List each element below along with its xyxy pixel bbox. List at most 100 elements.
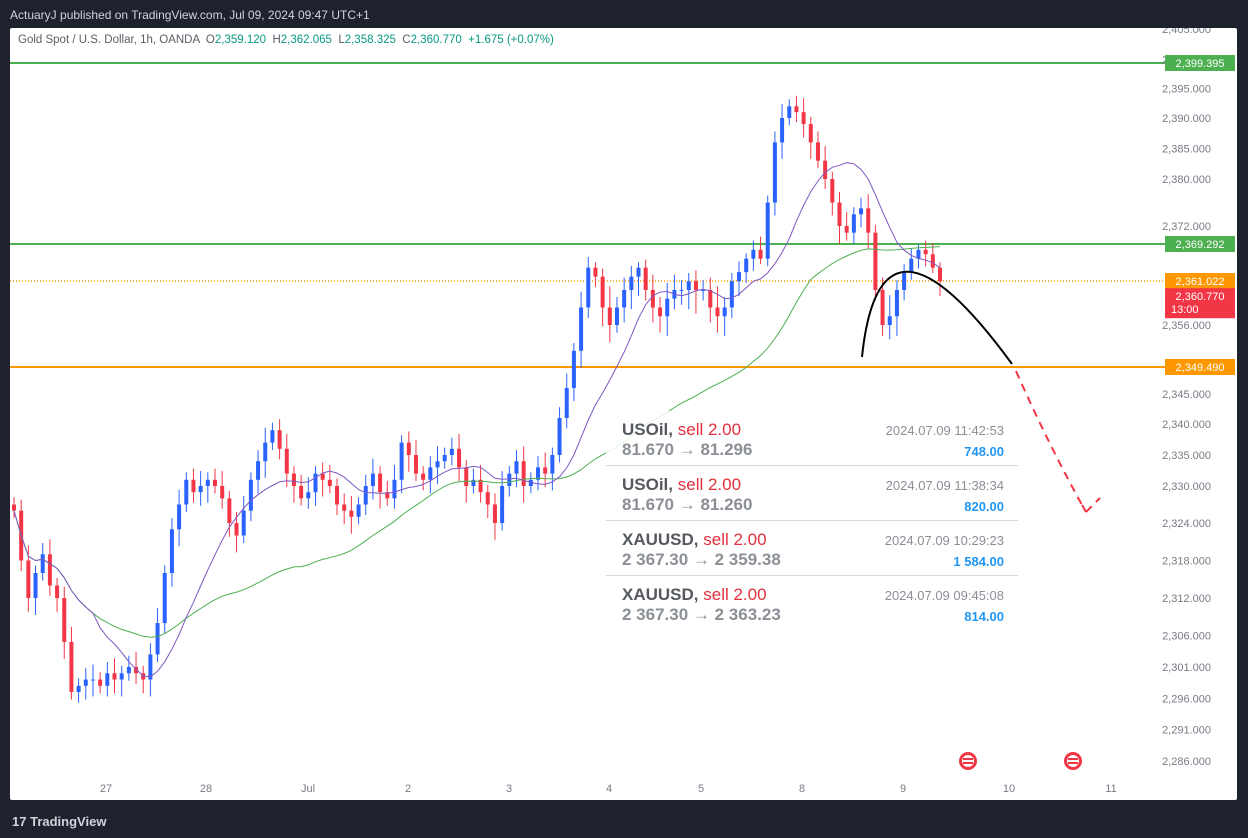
publisher-line: ActuaryJ published on TradingView.com, J… [10, 8, 370, 22]
candle-body [327, 479, 332, 486]
candle-body [270, 430, 275, 443]
x-tick-label: 2 [405, 783, 411, 795]
y-tick-label: 2,335.000 [1162, 450, 1211, 462]
countdown-label: 13:00 [1171, 304, 1199, 316]
candle-body [571, 350, 576, 388]
ma-slow-line [13, 246, 941, 638]
candle-body [579, 307, 584, 351]
candle-body [457, 448, 462, 468]
candle-body [629, 276, 634, 290]
candle-body [794, 106, 799, 113]
tradingview-logo[interactable]: 17 TradingView [12, 814, 106, 829]
projection-arc [861, 270, 1013, 365]
candle-body [399, 442, 404, 480]
candle-body [607, 307, 612, 325]
economic-event-icon-2[interactable] [1064, 752, 1082, 770]
candle-body [622, 289, 627, 308]
x-tick-label: 4 [606, 783, 612, 795]
candle-body [284, 448, 289, 474]
candle-body [69, 641, 74, 693]
candle-body [335, 486, 340, 505]
y-tick-label: 2,405.000 [1162, 28, 1211, 36]
economic-event-icon-1[interactable] [959, 752, 977, 770]
candle-body [715, 307, 720, 317]
candle-body [930, 254, 935, 268]
candle-body [636, 267, 641, 277]
trade-time: 2024.07.09 10:29:23 [884, 533, 1004, 548]
open-value: 2,359.120 [214, 34, 267, 46]
candle-body [543, 467, 548, 474]
high-value: 2,362.065 [280, 34, 332, 46]
candle-body [363, 486, 368, 505]
candle-body [406, 442, 411, 455]
candle-body [299, 486, 304, 499]
high-label: H [272, 34, 281, 46]
candle-body [701, 289, 706, 291]
price-chart[interactable]: 2,405.0002,400.0002,395.0002,390.0002,38… [10, 28, 1237, 800]
candle-body [184, 479, 189, 505]
candle-body [708, 289, 713, 308]
candle-body [873, 232, 878, 290]
x-tick-label: 27 [100, 783, 112, 795]
candle-body [887, 316, 892, 325]
candle-body [119, 673, 124, 680]
candle-body [112, 673, 117, 680]
candle-body [392, 479, 397, 499]
trade-side: sell 2.00 [703, 585, 767, 604]
candle-body [593, 267, 598, 277]
publisher-bar: ActuaryJ published on TradingView.com, J… [0, 0, 1248, 28]
trade-side: sell 2.00 [703, 530, 767, 549]
trade-symbol: XAUUSD, [622, 585, 699, 604]
candle-body [500, 486, 505, 523]
candle-body [248, 479, 253, 511]
candle-body [679, 289, 684, 291]
x-tick-label: 28 [200, 783, 212, 795]
y-tick-label: 2,390.000 [1162, 113, 1211, 125]
candle-body [507, 473, 512, 486]
x-tick-label: 10 [1003, 783, 1015, 795]
candle-body [801, 112, 806, 125]
candle-body [909, 258, 914, 273]
candle-body [47, 554, 52, 586]
y-tick-label: 2,380.000 [1162, 174, 1211, 186]
symbol-name[interactable]: Gold Spot / U.S. Dollar, 1h, OANDA [18, 34, 200, 46]
candle-body [148, 654, 153, 680]
tradingview-logo-icon: 17 [12, 814, 27, 829]
y-tick-label: 2,306.000 [1162, 631, 1211, 643]
candle-body [378, 473, 383, 493]
level-tag [1165, 359, 1235, 375]
candle-body [880, 289, 885, 325]
candle-body [385, 492, 390, 499]
candle-body [780, 118, 785, 143]
tradingview-brand: TradingView [30, 814, 107, 829]
candle-body [356, 504, 361, 517]
candle-body [894, 289, 899, 317]
close-value: 2,360.770 [410, 34, 462, 46]
y-tick-label: 2,345.000 [1162, 389, 1211, 401]
candle-body [428, 467, 433, 480]
candle-body [471, 479, 476, 486]
trade-time: 2024.07.09 09:45:08 [884, 588, 1004, 603]
last-price-label: 2,360.770 [1176, 291, 1225, 303]
level-tag [1165, 55, 1235, 71]
candle-body [923, 249, 928, 255]
candle-body [306, 492, 311, 499]
y-tick-label: 2,372.000 [1162, 221, 1211, 233]
trade-row: USOil, sell 2.00 81.670 → 81.260 2024.07… [606, 466, 1018, 521]
trade-row: USOil, sell 2.00 81.670 → 81.296 2024.07… [606, 411, 1018, 466]
x-tick-label: Jul [301, 783, 315, 795]
trade-row: XAUUSD, sell 2.00 2 367.30 → 2 359.38 20… [606, 521, 1018, 576]
chart-panel[interactable]: 2,405.0002,400.0002,395.0002,390.0002,38… [10, 28, 1237, 800]
open-label: O [205, 34, 215, 46]
trade-history-list: USOil, sell 2.00 81.670 → 81.296 2024.07… [606, 411, 1018, 630]
y-tick-label: 2,318.000 [1162, 556, 1211, 568]
trade-profit: 1 584.00 [953, 554, 1004, 569]
candle-body [169, 529, 174, 573]
candle-body [342, 504, 347, 511]
candle-body [808, 124, 813, 143]
candle-body [234, 523, 239, 536]
candle-body [722, 307, 727, 317]
x-tick-label: 9 [900, 783, 906, 795]
candle-body [62, 598, 67, 642]
candle-body [220, 486, 225, 499]
